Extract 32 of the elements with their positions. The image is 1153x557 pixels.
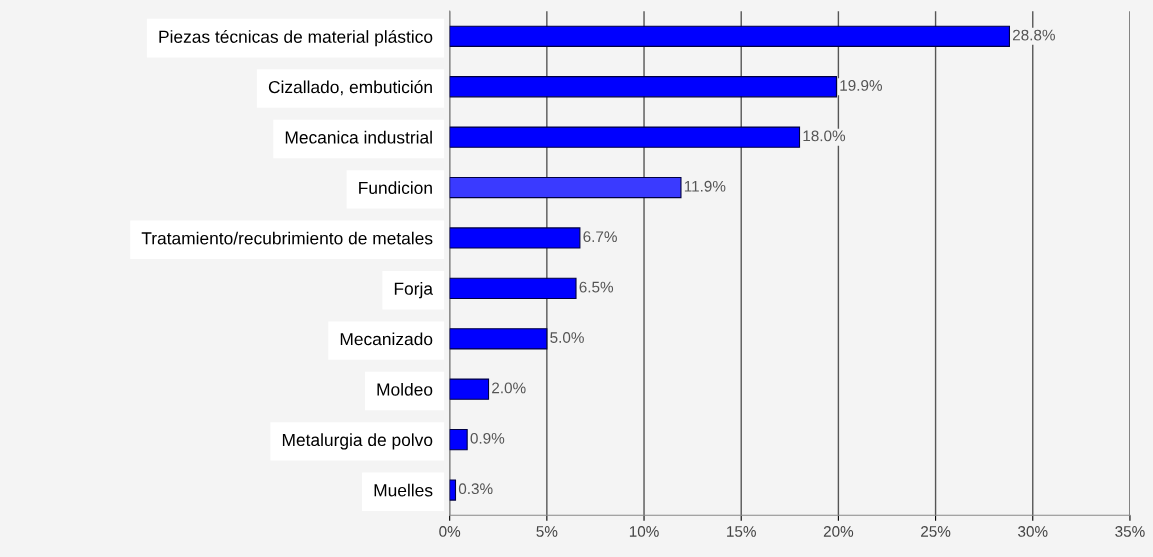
x-tick-label: 25%: [921, 526, 951, 537]
data-label: 0.3%: [458, 483, 493, 495]
data-label: 2.0%: [492, 382, 526, 394]
y-tick-label: Tratamiento/recubrimiento de metales: [141, 231, 433, 245]
x-tick-label: 35%: [1115, 526, 1145, 537]
y-tick-label: Fundicion: [359, 181, 432, 195]
y-tick-label: Cizallado, embutición: [268, 80, 432, 96]
y-tick-label: Piezas técnicas de material plástico: [159, 29, 433, 47]
bar: [449, 25, 1010, 47]
y-tick-label: Moldeo: [377, 382, 433, 396]
data-label: 6.7%: [583, 231, 617, 243]
y-tick-label: Mecanica industrial: [285, 130, 432, 144]
bar: [449, 126, 801, 148]
y-tick-label: Mecanizado: [340, 332, 433, 346]
data-label: 28.8%: [1012, 29, 1055, 41]
x-tick-label: 10%: [629, 526, 659, 537]
data-label: 11.9%: [684, 180, 726, 192]
data-label: 5.0%: [550, 332, 584, 343]
y-tick-label: Metalurgia de polvo: [282, 433, 433, 450]
data-label: 19.9%: [840, 80, 883, 91]
y-tick-label: Muelles: [374, 483, 433, 497]
bar: [449, 76, 838, 98]
x-tick-label: 15%: [727, 526, 756, 537]
x-tick-label: 0%: [439, 526, 461, 537]
data-label: 6.5%: [579, 281, 614, 293]
bar: [449, 479, 457, 501]
x-tick-label: 5%: [536, 526, 558, 537]
data-label: 18.0%: [803, 130, 846, 142]
x-tick-label: 30%: [1018, 526, 1048, 537]
x-tick-label: 20%: [823, 526, 854, 537]
y-tick-label: Forja: [394, 282, 434, 299]
data-label: 0.9%: [470, 432, 505, 444]
